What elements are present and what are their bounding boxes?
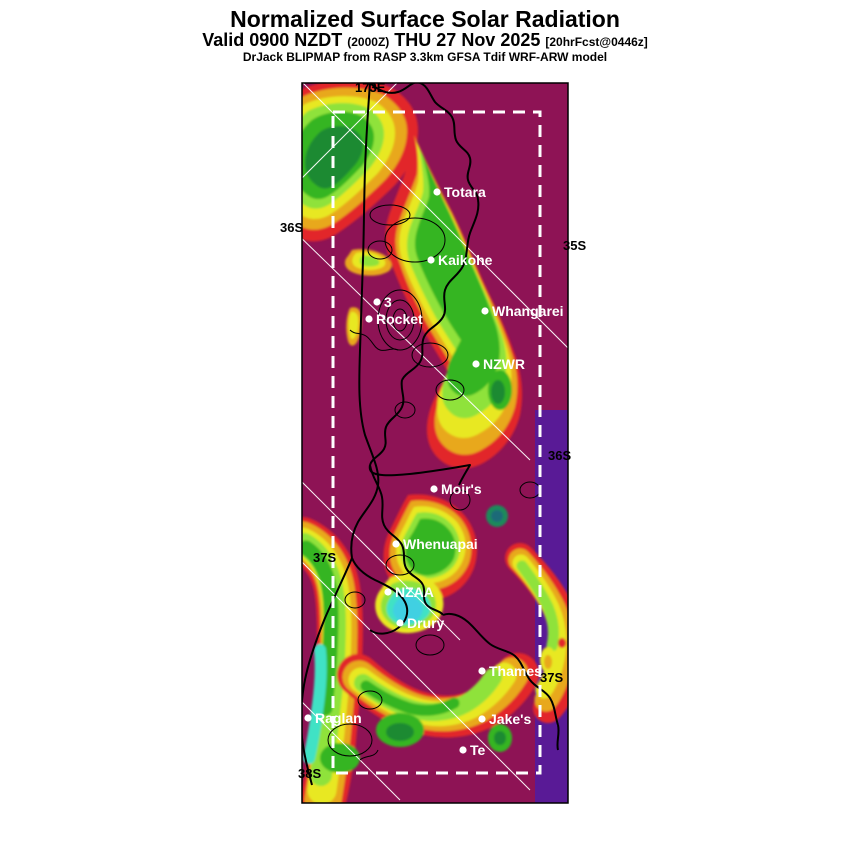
svg-text:35S: 35S — [563, 238, 586, 253]
svg-text:NZAA: NZAA — [395, 584, 434, 600]
svg-text:Moir's: Moir's — [441, 481, 482, 497]
svg-text:Thames: Thames — [489, 663, 542, 679]
svg-text:36S: 36S — [548, 448, 571, 463]
svg-text:NZWR: NZWR — [483, 356, 525, 372]
svg-text:Jake's: Jake's — [489, 711, 531, 727]
svg-text:36S: 36S — [280, 220, 303, 235]
svg-text:38S: 38S — [298, 766, 321, 781]
svg-text:Whangarei: Whangarei — [492, 303, 564, 319]
svg-text:Te: Te — [470, 742, 486, 758]
svg-text:173E: 173E — [355, 80, 386, 95]
svg-text:Whenuapai: Whenuapai — [403, 536, 478, 552]
svg-text:37S: 37S — [313, 550, 336, 565]
svg-text:Drury: Drury — [407, 615, 445, 631]
svg-text:Rocket: Rocket — [376, 311, 423, 327]
svg-text:37S: 37S — [540, 670, 563, 685]
svg-text:Raglan: Raglan — [315, 710, 362, 726]
svg-text:Totara: Totara — [444, 184, 486, 200]
svg-text:3: 3 — [384, 294, 392, 310]
svg-text:Kaikohe: Kaikohe — [438, 252, 493, 268]
